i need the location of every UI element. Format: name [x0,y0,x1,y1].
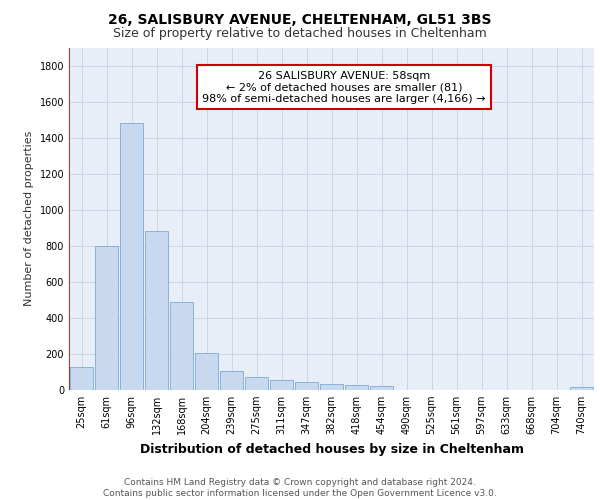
Bar [195,353,218,390]
Y-axis label: Number of detached properties: Number of detached properties [24,131,34,306]
Bar [345,384,368,390]
Bar [120,123,143,390]
Bar [70,366,93,390]
Bar [370,386,393,390]
Bar [295,382,318,390]
Bar [95,246,118,390]
Bar [270,380,293,390]
Text: 26, SALISBURY AVENUE, CHELTENHAM, GL51 3BS: 26, SALISBURY AVENUE, CHELTENHAM, GL51 3… [108,12,492,26]
Bar [220,371,243,390]
Bar [170,302,193,390]
Text: Size of property relative to detached houses in Cheltenham: Size of property relative to detached ho… [113,28,487,40]
X-axis label: Distribution of detached houses by size in Cheltenham: Distribution of detached houses by size … [139,442,523,456]
Text: Contains HM Land Registry data © Crown copyright and database right 2024.
Contai: Contains HM Land Registry data © Crown c… [103,478,497,498]
Bar [320,384,343,390]
Bar [570,388,593,390]
Text: 26 SALISBURY AVENUE: 58sqm
← 2% of detached houses are smaller (81)
98% of semi-: 26 SALISBURY AVENUE: 58sqm ← 2% of detac… [202,70,486,104]
Bar [145,232,168,390]
Bar [245,378,268,390]
